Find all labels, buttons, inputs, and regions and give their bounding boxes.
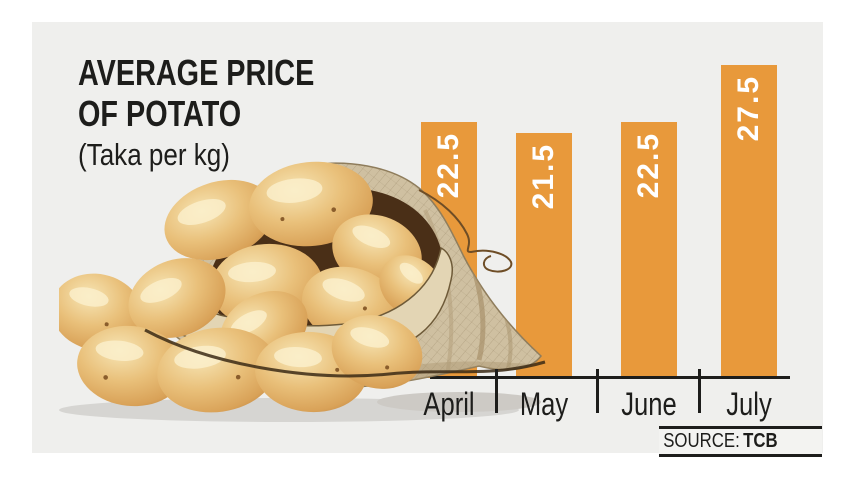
axis-label-april: April <box>423 386 475 422</box>
chart-unit-subtitle: (Taka per kg) <box>78 137 230 172</box>
bar-june: 22.5 <box>621 122 677 378</box>
axis-tick <box>698 369 701 413</box>
axis-tick <box>596 369 599 413</box>
axis-label-june: June <box>621 386 677 422</box>
x-axis-line <box>430 376 790 379</box>
source-label: SOURCE: <box>663 430 740 452</box>
source-strip: SOURCE: TCB <box>659 426 822 457</box>
source-value: TCB <box>743 430 778 452</box>
axis-label-may: May <box>519 386 569 422</box>
bar-april: 22.5 <box>421 122 477 378</box>
bar-may: 21.5 <box>516 133 572 378</box>
axis-label-july: July <box>726 386 772 422</box>
chart-title-line-2: OF POTATO <box>78 93 242 134</box>
source-text: SOURCE: TCB <box>659 430 778 453</box>
bar-value-label: 22.5 <box>632 132 665 199</box>
chart-title-block: AVERAGE PRICE OF POTATO (Taka per kg) <box>78 52 373 173</box>
bar-value-label: 21.5 <box>527 143 560 210</box>
axis-tick <box>495 369 498 413</box>
chart-panel: AVERAGE PRICE OF POTATO (Taka per kg) 22… <box>32 22 823 457</box>
bar-july: 27.5 <box>721 65 777 378</box>
chart-title-line-1: AVERAGE PRICE <box>78 52 315 93</box>
bar-value-label: 27.5 <box>732 75 765 142</box>
bar-value-label: 22.5 <box>432 132 465 199</box>
